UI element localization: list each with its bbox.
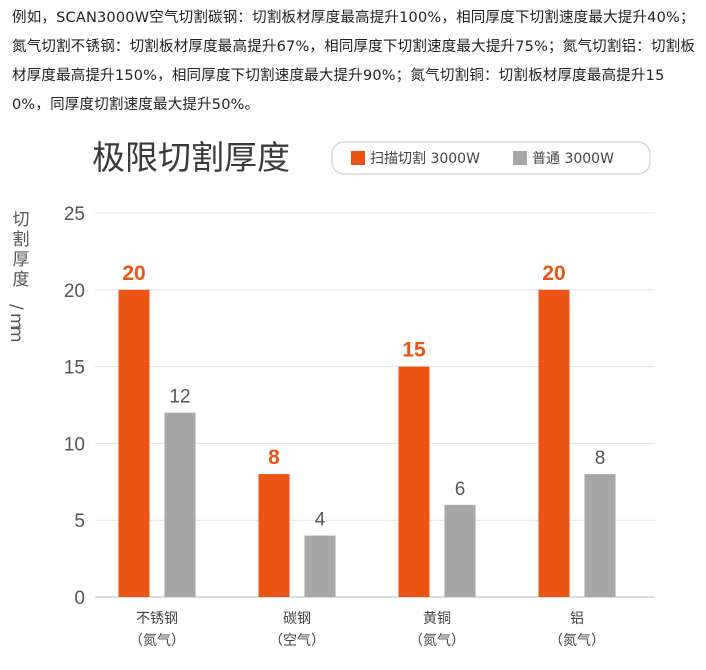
bar-scan-cut xyxy=(538,289,570,597)
bars xyxy=(118,289,616,597)
y-axis-label-char: 度 xyxy=(13,270,30,290)
category-labels: 不锈钢 （氮气） 碳钢 （空气） 黄铜 （氮气） 铝 （氮气） xyxy=(129,610,605,649)
category-label-material: 黄铜 xyxy=(423,610,451,627)
data-label-scan-cut: 15 xyxy=(402,339,426,362)
bar-scan-cut xyxy=(258,474,290,597)
data-label-normal-cut: 12 xyxy=(169,387,190,408)
y-tick-label: 0 xyxy=(74,588,85,609)
intro-paragraph: 例如，SCAN3000W空气切割碳钢：切割板材厚度最高提升100%，相同厚度下切… xyxy=(12,10,696,113)
data-label-scan-cut: 20 xyxy=(122,262,145,285)
y-axis-label-char: m xyxy=(6,326,26,343)
y-tick-label: 20 xyxy=(64,281,85,302)
category-label-gas: （氮气） xyxy=(129,633,185,649)
data-labels: 20 12 8 4 15 6 20 8 xyxy=(122,262,605,531)
data-label-normal-cut: 6 xyxy=(455,479,466,500)
y-axis-label-char: / xyxy=(6,304,26,310)
chart-legend: 扫描切割 3000W 普通 3000W xyxy=(331,141,651,175)
bar-scan-cut xyxy=(118,289,150,597)
bar-normal-cut xyxy=(164,412,196,597)
bar-scan-cut xyxy=(398,366,430,597)
chart-title: 极限切割厚度 xyxy=(92,138,290,177)
y-axis-label-char: 切 xyxy=(13,210,30,230)
category-label-gas: （氮气） xyxy=(549,633,605,649)
bar-normal-cut xyxy=(584,474,616,597)
legend-box xyxy=(331,141,651,175)
y-axis-label-char: 厚 xyxy=(13,250,30,270)
y-axis-label-char: 割 xyxy=(13,230,30,250)
category-label-material: 不锈钢 xyxy=(136,611,178,627)
legend-label-scan: 扫描切割 3000W xyxy=(370,150,480,167)
bar-normal-cut xyxy=(444,504,476,597)
legend-label-normal: 普通 3000W xyxy=(532,151,614,167)
y-axis-label: 切割厚度 / mm xyxy=(6,210,30,343)
y-axis-label-char: m xyxy=(6,313,26,330)
y-tick-label: 10 xyxy=(64,434,85,455)
y-tick-label: 15 xyxy=(64,358,85,379)
data-label-normal-cut: 8 xyxy=(595,448,606,469)
legend-swatch-normal xyxy=(513,151,527,165)
data-label-normal-cut: 4 xyxy=(315,510,326,531)
y-axis-ticks: 0 5 10 15 20 25 xyxy=(64,204,85,609)
category-label-material: 碳钢 xyxy=(283,611,311,627)
data-label-scan-cut: 8 xyxy=(268,446,280,469)
category-label-gas: （空气） xyxy=(269,633,325,649)
y-tick-label: 5 xyxy=(74,511,85,532)
category-label-gas: （氮气） xyxy=(409,633,465,649)
legend-swatch-scan xyxy=(351,151,365,165)
bar-normal-cut xyxy=(304,535,336,597)
category-label-material: 铝 xyxy=(570,611,584,627)
data-label-scan-cut: 20 xyxy=(542,262,565,285)
y-tick-label: 25 xyxy=(64,204,85,225)
